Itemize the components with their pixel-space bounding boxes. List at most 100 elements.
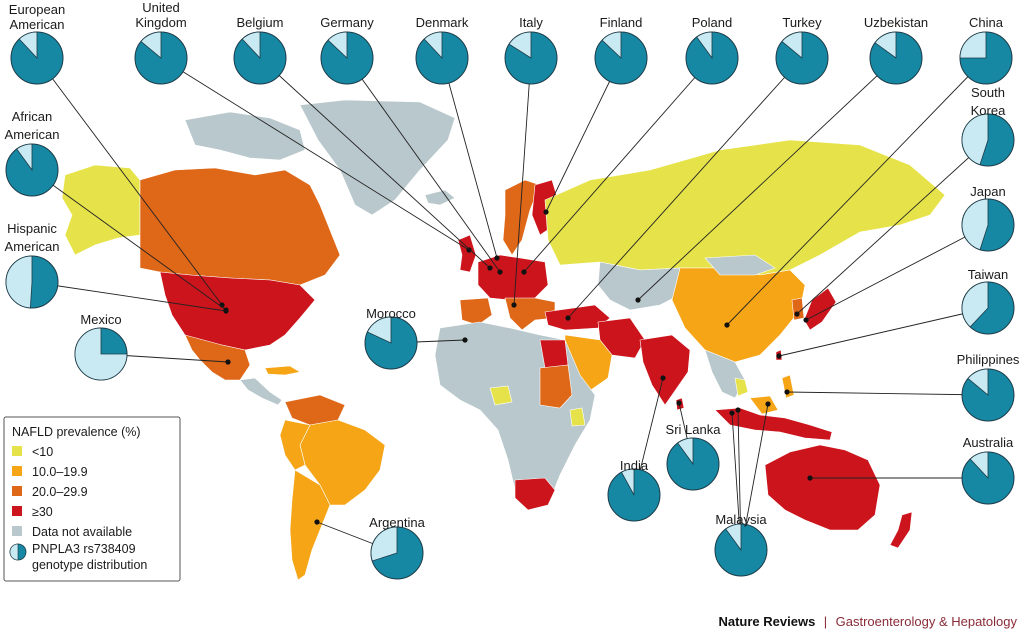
region-new-zealand <box>889 511 913 549</box>
pie-slice-light-argentina <box>370 526 398 562</box>
leader-line-belgium <box>259 57 491 269</box>
region-thailand <box>734 377 749 397</box>
location-dot-poland <box>521 269 527 275</box>
legend-swatch-2 <box>12 486 22 496</box>
region-southeast-asia <box>704 349 746 399</box>
region-uk <box>457 234 477 273</box>
pie-label-china-1: China <box>969 15 1004 30</box>
pie-mexico: Mexico <box>74 312 128 381</box>
region-kenya <box>569 407 586 427</box>
region-caribbean <box>264 365 301 376</box>
pie-malaysia: Malaysia <box>714 512 768 577</box>
pie-slice-light-denmark <box>423 31 443 60</box>
pie-slice-light-south-korea <box>961 113 989 166</box>
location-dot-china <box>724 322 730 328</box>
legend-pie-icon <box>9 543 27 561</box>
pie-label-african-american-1: African <box>12 109 52 124</box>
location-dot-denmark <box>494 255 500 261</box>
region-iberia <box>459 297 493 326</box>
pie-slice-light-morocco <box>366 316 392 344</box>
pie-label-italy-1: Italy <box>519 15 543 30</box>
region-argentina <box>289 469 331 581</box>
credit-subject: Gastroenterology & Hepatology <box>836 614 1018 629</box>
pie-label-turkey-1: Turkey <box>782 15 822 30</box>
location-dot-argentina <box>314 519 320 525</box>
location-dot-united-kingdom <box>466 247 472 253</box>
pie-label-european-american-2: American <box>10 17 65 32</box>
region-russia <box>544 139 946 276</box>
pie-label-germany-1: Germany <box>320 15 374 30</box>
pie-slice-light-malaysia <box>725 523 742 552</box>
pie-sri-lanka: Sri Lanka <box>666 422 721 491</box>
pie-india: India <box>607 458 661 522</box>
pie-label-hispanic-american-2: American <box>5 239 60 254</box>
pie-argentina: Argentina <box>369 515 426 580</box>
pie-hispanic-american: Hispanic American <box>5 221 60 309</box>
pie-slice-light-sri-lanka <box>677 437 694 466</box>
pie-australia: Australia <box>961 435 1015 505</box>
pie-label-malaysia-1: Malaysia <box>715 512 767 527</box>
region-central-asia <box>597 261 686 311</box>
leader-line-european-american <box>36 57 223 306</box>
pie-slice-light-india <box>620 468 635 496</box>
region-arctic-islands <box>184 111 306 161</box>
legend-pie-light <box>9 543 19 561</box>
leader-line-denmark <box>441 57 498 259</box>
pie-poland: Poland <box>685 15 739 85</box>
region-norway-sweden <box>502 179 541 256</box>
location-dot-morocco <box>462 337 468 343</box>
pie-slice-light-china <box>959 31 987 59</box>
pie-italy: Italy <box>504 15 558 85</box>
location-dot-philippines <box>784 389 790 395</box>
location-dot-australia <box>807 475 813 481</box>
pie-label-european-american-1: European <box>9 2 65 17</box>
pie-label-hispanic-american-1: Hispanic <box>7 221 57 236</box>
pie-label-south-korea-1: South <box>971 85 1005 100</box>
pie-label-united-kingdom-1: United <box>142 0 180 15</box>
pie-slice-light-turkey <box>781 31 803 59</box>
location-dot-finland <box>543 209 549 215</box>
pie-label-united-kingdom-2: Kingdom <box>135 15 186 30</box>
location-dot-malaysia-1 <box>729 410 735 416</box>
legend-swatch-1 <box>12 466 22 476</box>
location-dot-uzbekistan <box>635 297 641 303</box>
pie-label-australia-1: Australia <box>963 435 1014 450</box>
pie-slice-light-european-american <box>18 31 38 60</box>
leader-line-japan <box>805 224 989 321</box>
location-dot-india <box>660 375 666 381</box>
pie-south-korea: South Korea <box>961 85 1015 167</box>
leader-line-turkey <box>567 57 803 319</box>
pie-slice-light-australia <box>969 451 989 480</box>
pie-belgium: Belgium <box>233 15 287 85</box>
region-borneo <box>749 395 779 415</box>
legend-swatch-3 <box>12 506 22 516</box>
pie-label-finland-1: Finland <box>600 15 643 30</box>
location-dot-japan <box>803 317 809 323</box>
region-mexico <box>184 334 251 381</box>
region-sudan <box>539 364 573 409</box>
legend-box <box>3 416 181 582</box>
region-mongolia <box>704 254 776 276</box>
region-china <box>671 267 806 363</box>
pie-slice-light-united-kingdom <box>140 31 162 59</box>
legend-label-1: 10.0–19.9 <box>32 465 88 479</box>
region-nigeria <box>489 385 513 406</box>
region-greenland <box>299 99 456 216</box>
location-dot-belgium <box>487 265 493 271</box>
location-dot-malaysia-2 <box>765 401 771 407</box>
region-canada <box>139 167 341 286</box>
pie-label-south-korea-2: Korea <box>971 103 1006 118</box>
region-india <box>639 334 691 406</box>
region-central-europe <box>477 254 549 301</box>
pie-label-japan-1: Japan <box>970 184 1005 199</box>
pie-philippines: Philippines <box>957 352 1020 422</box>
leader-line-taiwan <box>778 307 989 357</box>
pie-label-uzbekistan-1: Uzbekistan <box>864 15 928 30</box>
legend-items: <10 10.0–19.9 20.0–29.9 ≥30 Data not availab… <box>12 445 132 539</box>
region-italy-balkans <box>504 297 556 331</box>
pie-slice-light-japan <box>961 198 989 251</box>
pie-label-argentina-1: Argentina <box>369 515 425 530</box>
region-japan <box>803 287 837 331</box>
location-dot-taiwan <box>776 353 782 359</box>
